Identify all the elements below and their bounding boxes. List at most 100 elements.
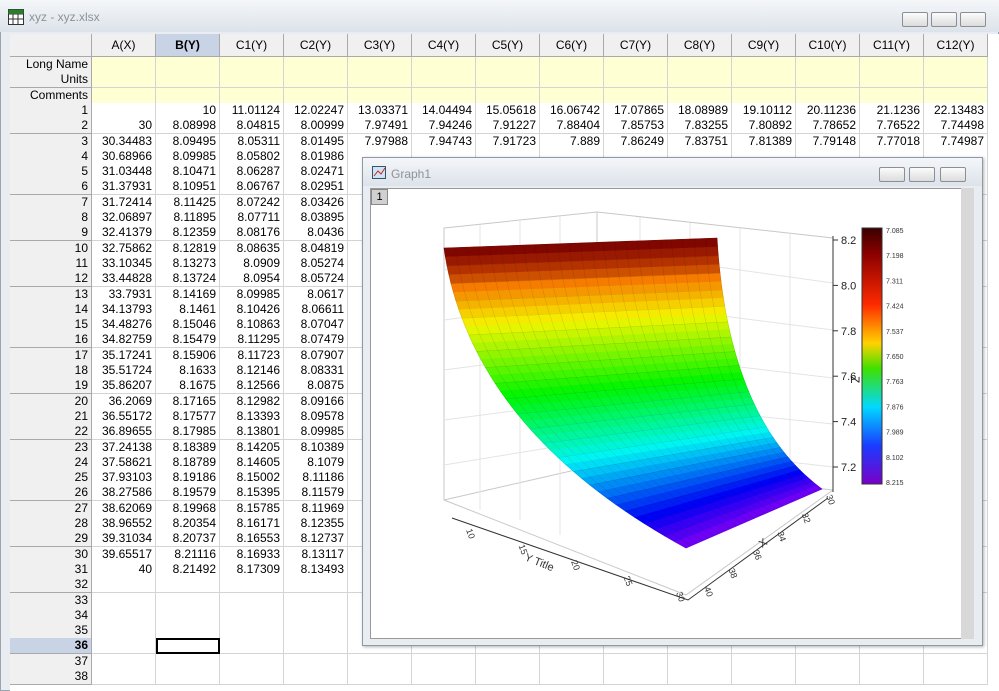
cell: [156, 669, 220, 685]
surface-mesh: [500, 245, 715, 536]
cell: 34.48276: [92, 317, 156, 334]
surface-mesh: [671, 239, 800, 500]
cell: 10: [156, 102, 220, 119]
cell: 8.10389: [284, 439, 348, 456]
surface-mesh: [573, 437, 774, 472]
cell: 35.86207: [92, 378, 156, 395]
column-header: C8(Y): [668, 34, 732, 57]
cell: 7.77018: [860, 133, 924, 150]
cell: 8.18389: [156, 439, 220, 456]
surface-mesh: [443, 247, 687, 549]
cell: 20.11236: [796, 102, 860, 119]
cell: 8.0617: [284, 286, 348, 303]
surface-mesh: [558, 426, 767, 458]
colorbar-label: 7.989: [886, 430, 904, 437]
column-header[interactable]: B(Y): [156, 34, 220, 57]
column-header: A(X): [92, 34, 156, 57]
row-header: 18: [10, 363, 92, 379]
z-tick-label: 7.8: [841, 326, 856, 338]
y-tick-label: 20: [569, 559, 582, 572]
surface-mesh: [568, 243, 749, 522]
cell: 8.07047: [284, 317, 348, 334]
surface-mesh: [625, 465, 796, 512]
column-header: C11(Y): [860, 34, 924, 57]
x-tick-label: 36: [751, 548, 764, 561]
cell: 19.10112: [732, 102, 796, 119]
surface-mesh: [489, 246, 709, 539]
column-header: C9(Y): [732, 34, 796, 57]
surface-mesh: [644, 473, 805, 524]
column-header: C2(Y): [284, 34, 348, 57]
cell: 8.13273: [156, 255, 220, 272]
cell: 7.78652: [796, 118, 860, 135]
surface-mesh: [589, 447, 781, 486]
row-header: 32: [10, 577, 92, 594]
cell: 7.91723: [476, 133, 540, 150]
colorbar-label: 7.537: [886, 329, 904, 336]
surface-mesh: [614, 241, 772, 512]
surface-mesh: [495, 365, 740, 384]
surface-mesh: [694, 238, 811, 495]
cell: 37.93103: [92, 470, 156, 487]
surface-mesh: [648, 240, 789, 505]
cell: 8.12359: [156, 225, 220, 242]
surface-mesh: [607, 456, 788, 499]
sheet-icon: [8, 9, 24, 25]
surface-mesh: [659, 240, 794, 502]
minimize-button[interactable]: [902, 12, 928, 27]
xy-axes: [451, 497, 829, 601]
colorbar-label: 7.650: [886, 354, 904, 361]
z-axis-label: Z: [848, 376, 862, 383]
close-button[interactable]: [960, 12, 986, 27]
column-header: C12(Y): [924, 34, 988, 57]
z-tick-label: 8.0: [841, 280, 856, 292]
cell: [92, 669, 156, 685]
surface-mesh: [534, 244, 732, 529]
cell: [604, 669, 668, 685]
surface-mesh: [466, 247, 698, 544]
cell: 8.0909: [220, 255, 284, 272]
cell: 8.19579: [156, 485, 220, 502]
cell: 22.13483: [924, 102, 988, 119]
graph-icon: [372, 166, 386, 179]
graph-margin: [961, 188, 974, 639]
cell: 8.12566: [220, 378, 284, 395]
cell: 8.12737: [284, 531, 348, 548]
cell[interactable]: [156, 638, 220, 655]
cell: 8.14205: [220, 439, 284, 456]
restore-button[interactable]: [931, 12, 957, 27]
surface-band: [674, 485, 823, 549]
graph-minimize-button[interactable]: [879, 167, 905, 182]
cell: 8.08635: [220, 240, 284, 257]
cell: [412, 669, 476, 685]
cell: 39.31034: [92, 531, 156, 548]
surface-mesh: [543, 415, 761, 444]
surface-mesh: [580, 242, 755, 519]
cell: 8.15002: [220, 470, 284, 487]
surface-mesh: [505, 378, 744, 400]
cell: [284, 669, 348, 685]
graph-restore-button[interactable]: [909, 167, 935, 182]
colorbar-label: 7.876: [886, 404, 904, 411]
cell: 8.07479: [284, 332, 348, 349]
cell: 38.27586: [92, 485, 156, 502]
cell: [220, 669, 284, 685]
cell: 8.09578: [284, 408, 348, 425]
cell: 17.07865: [604, 102, 668, 119]
y-tick-label: 25: [622, 575, 635, 588]
cell: 8.10426: [220, 301, 284, 318]
meta-row-header: Long Name: [10, 57, 92, 73]
cell: 7.88404: [540, 118, 604, 135]
y-axis-label: Y Title: [523, 552, 556, 575]
surface-mesh: [517, 391, 749, 415]
cell: 8.05802: [220, 148, 284, 165]
box-floor: [443, 489, 834, 596]
cell: 35.51724: [92, 363, 156, 379]
surface-mesh: [523, 245, 726, 532]
column-header: C1(Y): [220, 34, 284, 57]
graph-close-button[interactable]: [940, 167, 966, 182]
cell: 7.81389: [732, 133, 796, 150]
layer-tab[interactable]: 1: [371, 189, 388, 205]
column-header: C6(Y): [540, 34, 604, 57]
